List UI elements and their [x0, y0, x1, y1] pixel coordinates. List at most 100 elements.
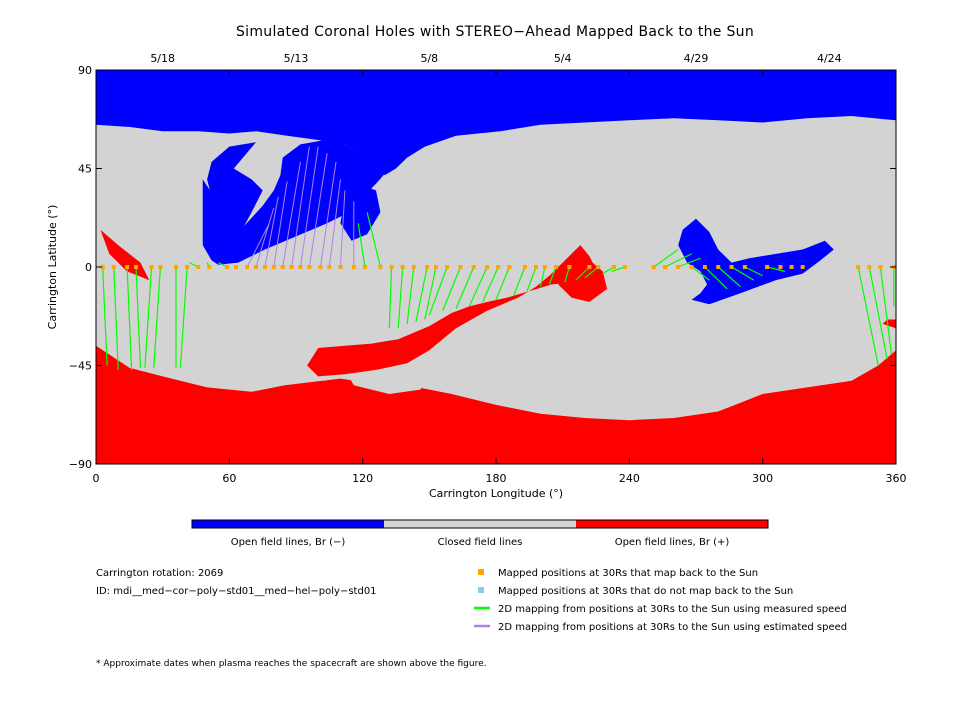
measured-speed-line	[415, 266, 428, 322]
mapped-point	[542, 265, 547, 269]
axis-ticks: 0 60 120 180 240 300 360 90 45 0 −45 −90	[69, 64, 907, 485]
mapped-point	[567, 265, 572, 269]
x-tick-label: 60	[222, 472, 236, 485]
mapped-point	[778, 265, 783, 269]
legend-mapped-marker	[478, 569, 484, 575]
mapped-point	[458, 265, 463, 269]
mapped-point	[196, 265, 201, 269]
colorbar-closed	[384, 520, 576, 528]
measured-speed-line	[678, 257, 701, 268]
y-tick-label: 90	[78, 64, 92, 77]
region-negative-polar-cap	[96, 70, 896, 176]
legend-item-mapped: Mapped positions at 30Rs that map back t…	[498, 568, 758, 579]
mapped-point	[534, 265, 538, 269]
mapped-point	[485, 265, 490, 269]
mapped-point	[587, 265, 592, 269]
measured-speed-line	[744, 266, 763, 277]
mapped-point	[262, 265, 267, 269]
measured-speed-line	[468, 266, 488, 307]
mapped-point	[651, 265, 656, 269]
mapped-point	[254, 265, 258, 269]
estimated-speed-line	[291, 146, 310, 268]
mapped-point	[689, 265, 694, 269]
mapped-point	[225, 265, 230, 269]
mapped-point	[716, 265, 721, 269]
x-tick-label: 180	[486, 472, 507, 485]
mapped-point	[434, 265, 438, 269]
y-tick-label: −90	[69, 458, 92, 471]
region-positive-tip	[558, 256, 608, 302]
measured-speed-line	[717, 266, 741, 288]
measured-speed-line	[135, 266, 142, 368]
mapped-point	[765, 265, 770, 269]
mapped-point	[207, 265, 212, 269]
y-axis-label: Carrington Latitude (°)	[46, 205, 59, 330]
mapped-point	[856, 265, 861, 269]
region-positive-ridge	[307, 245, 599, 377]
mapped-point	[351, 265, 356, 269]
region-negative-mid-right	[678, 218, 834, 305]
mapped-point	[158, 265, 163, 269]
measured-speed-line	[857, 266, 879, 366]
estimated-speed-line	[339, 190, 346, 268]
mapped-point	[245, 265, 250, 269]
legend-item-not-mapped: Mapped positions at 30Rs that do not map…	[498, 586, 793, 597]
measured-speed-line	[691, 266, 710, 281]
colorbar-label-closed: Closed field lines	[438, 537, 523, 548]
measured-speed-line	[388, 266, 393, 329]
estimated-speed-line	[299, 146, 319, 268]
region-negative-hook	[202, 142, 263, 261]
mapped-point	[100, 265, 105, 269]
colorbar-open-positive	[576, 520, 768, 528]
x-tick-label: 0	[93, 472, 100, 485]
colorbar: Open field lines, Br (−) Closed field li…	[191, 519, 769, 548]
mapped-point	[307, 265, 312, 269]
mapped-point	[111, 265, 116, 269]
top-date-label: 5/4	[554, 52, 572, 65]
mapped-points	[100, 265, 896, 269]
measured-speed-line	[113, 266, 119, 370]
top-date-labels: 5/18 5/13 5/8 5/4 4/29 4/24	[150, 52, 841, 65]
measured-speed-line	[482, 266, 499, 303]
mapped-point	[496, 265, 501, 269]
mapped-point	[729, 265, 734, 269]
mapped-point	[134, 265, 138, 269]
field-regions	[96, 70, 896, 464]
mapped-point	[702, 265, 707, 269]
measured-speed-line	[406, 266, 415, 324]
measured-speed-line	[653, 249, 679, 268]
y-tick-label: 45	[78, 163, 92, 176]
mapped-point	[389, 265, 394, 269]
mapped-point	[789, 265, 794, 269]
mapped-point	[298, 265, 303, 269]
estimated-speed-line	[255, 207, 275, 268]
measured-speed-line	[539, 266, 546, 287]
mapped-point	[507, 265, 512, 269]
plot-area	[96, 70, 896, 464]
legend-item-measured: 2D mapping from positions at 30Rs to the…	[498, 604, 847, 615]
region-positive-right-spot	[882, 319, 896, 329]
measured-speed-line	[526, 266, 537, 292]
measured-speed-line	[153, 266, 162, 368]
mapped-point	[185, 265, 190, 269]
measured-speed-line	[611, 266, 626, 272]
estimated-speed-line	[308, 153, 328, 268]
x-tick-label: 360	[886, 472, 907, 485]
measured-speed-line	[766, 266, 786, 272]
measured-speed-line	[442, 266, 462, 312]
colorbar-label-negative: Open field lines, Br (−)	[231, 537, 346, 548]
estimated-speed-line	[273, 181, 288, 268]
measured-speed-line	[397, 266, 404, 329]
mapped-point	[125, 265, 130, 269]
measured-speed-line	[731, 266, 755, 281]
x-tick-label: 300	[752, 472, 773, 485]
colorbar-label-positive: Open field lines, Br (+)	[615, 537, 730, 548]
colorbar-frame	[191, 519, 769, 529]
mapped-point	[234, 265, 238, 269]
y-tick-label: −45	[69, 360, 92, 373]
top-date-label: 5/18	[150, 52, 175, 65]
mapped-point	[271, 265, 276, 269]
mapped-point	[622, 265, 627, 269]
measured-speed-line	[564, 266, 570, 283]
